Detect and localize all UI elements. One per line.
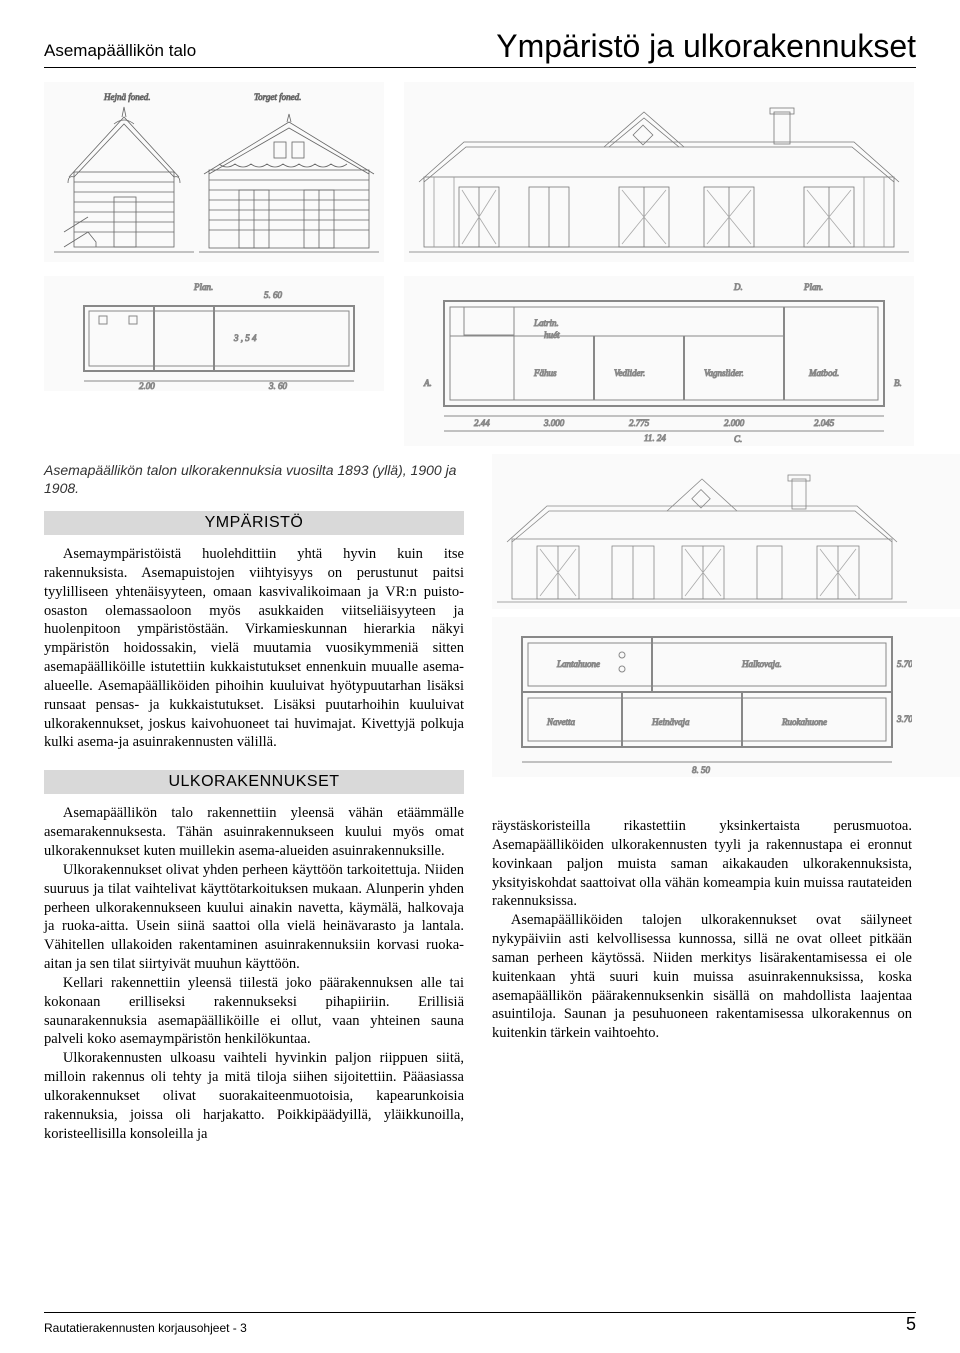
para-ulko-6: Asemapäälliköiden talojen ulkorakennukse… (492, 911, 912, 1043)
svg-text:Fähus: Fähus (533, 368, 557, 378)
svg-text:11. 24: 11. 24 (644, 433, 666, 443)
svg-text:3.70: 3.70 (896, 714, 912, 724)
svg-text:huét: huét (544, 330, 560, 340)
header-left-title: Asemapäällikön talo (44, 41, 196, 61)
svg-text:2.00: 2.00 (139, 381, 155, 391)
svg-text:Vagnslider.: Vagnslider. (704, 368, 744, 378)
svg-text:2.775: 2.775 (629, 418, 650, 428)
svg-text:3 , 5 4: 3 , 5 4 (233, 333, 257, 343)
svg-text:Ruokahuone: Ruokahuone (781, 717, 827, 727)
figure-elevation-left: Hejnä foned. Torget foned. (44, 82, 384, 262)
svg-text:5.70: 5.70 (897, 659, 912, 669)
para-ulko-1: Asemapäällikön talo rakennettiin yleensä… (44, 804, 464, 861)
left-column: Asemapäällikön talon ulkorakennuksia vuo… (44, 454, 464, 1143)
right-column: Lantahuone Halkovaja. Navetta Heinävaja … (492, 454, 912, 1143)
svg-text:2.44: 2.44 (474, 418, 490, 428)
figure-elevation-mid (492, 454, 960, 609)
svg-text:2.000: 2.000 (724, 418, 745, 428)
svg-text:Plan.: Plan. (193, 282, 213, 292)
header-right-title: Ympäristö ja ulkorakennukset (496, 28, 916, 65)
figure-plan-left: Plan. 5. 60 3 , 5 4 2.00 3. 60 (44, 276, 384, 391)
para-ulko-4: Ulkorakennusten ulkoasu vaihteli hyvinki… (44, 1049, 464, 1143)
figure-row-plans: Plan. 5. 60 3 , 5 4 2.00 3. 60 Plan. D. (44, 266, 916, 446)
figure-plan-bottom: Lantahuone Halkovaja. Navetta Heinävaja … (492, 617, 960, 777)
svg-text:Matbod.: Matbod. (808, 368, 839, 378)
figure-row-elevations: Hejnä foned. Torget foned. (44, 82, 916, 262)
svg-text:Heinävaja: Heinävaja (651, 717, 690, 727)
para-ulko-3: Kellari rakennettiin yleensä tiilestä jo… (44, 974, 464, 1049)
footer-page-number: 5 (906, 1314, 916, 1335)
svg-text:Latrin.: Latrin. (533, 318, 559, 328)
label-torget: Torget foned. (254, 92, 301, 102)
svg-text:3. 60: 3. 60 (268, 381, 288, 391)
para-ulko-2: Ulkorakennukset olivat yhden perheen käy… (44, 861, 464, 974)
para-ulko-5: räystäskoristeilla rikastettiin yksinker… (492, 817, 912, 911)
para-ymparisto-1: Asemaympäristöistä huolehdittiin yhtä hy… (44, 545, 464, 752)
svg-text:8. 50: 8. 50 (692, 765, 711, 775)
svg-text:C.: C. (734, 434, 742, 444)
footer-left: Rautatierakennusten korjausohjeet - 3 (44, 1321, 247, 1335)
heading-ymparisto: YMPÄRISTÖ (44, 511, 464, 535)
figure-elevation-right (404, 82, 914, 262)
svg-text:Navetta: Navetta (546, 717, 575, 727)
svg-text:D.: D. (733, 282, 743, 292)
svg-text:2.045: 2.045 (814, 418, 835, 428)
page-footer: Rautatierakennusten korjausohjeet - 3 5 (44, 1314, 916, 1335)
svg-text:5. 60: 5. 60 (264, 290, 283, 300)
label-hejna: Hejnä foned. (103, 92, 151, 102)
svg-text:Halkovaja.: Halkovaja. (741, 659, 782, 669)
svg-text:Lantahuone: Lantahuone (556, 659, 600, 669)
figure-caption: Asemapäällikön talon ulkorakennuksia vuo… (44, 462, 464, 497)
heading-ulkorakennukset: ULKORAKENNUKSET (44, 770, 464, 794)
svg-text:Plan.: Plan. (803, 282, 823, 292)
header-rule (44, 67, 916, 68)
main-columns: Asemapäällikön talon ulkorakennuksia vuo… (44, 454, 916, 1143)
svg-text:A.: A. (423, 378, 432, 388)
svg-text:Vedlider.: Vedlider. (614, 368, 645, 378)
svg-text:B.: B. (894, 378, 902, 388)
page-header: Asemapäällikön talo Ympäristö ja ulkorak… (44, 28, 916, 65)
figure-plan-right: Plan. D. A. B. C. Latrin. huét Fähus (404, 276, 914, 446)
right-figures: Lantahuone Halkovaja. Navetta Heinävaja … (492, 454, 912, 777)
svg-text:3.000: 3.000 (543, 418, 565, 428)
footer-rule (44, 1312, 916, 1313)
